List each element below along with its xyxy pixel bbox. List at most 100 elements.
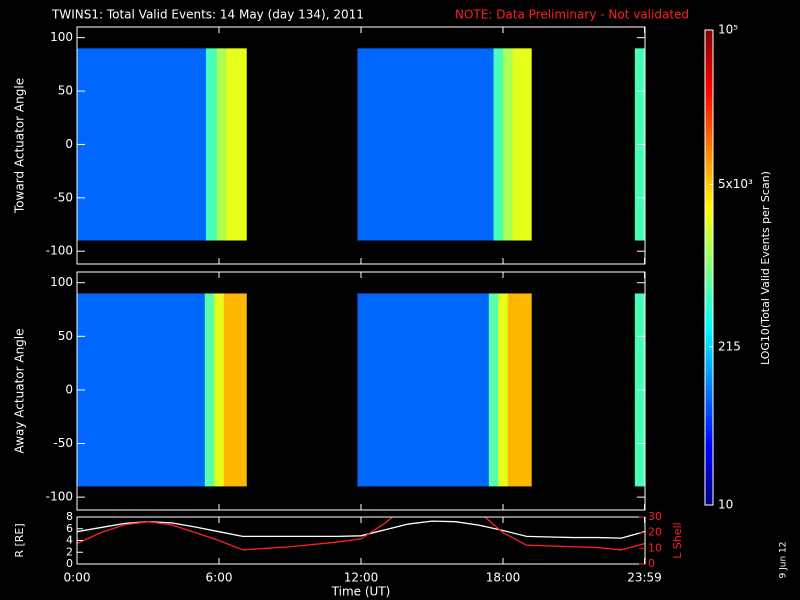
colorbar-swatch (705, 480, 713, 486)
colorbar-swatch (705, 315, 713, 321)
colorbar-swatch (705, 195, 713, 201)
y-tick-label: -50 (53, 190, 73, 204)
series-line (77, 520, 645, 539)
colorbar-swatch (705, 295, 713, 301)
colorbar-swatch (705, 445, 713, 451)
colorbar-swatch (705, 105, 713, 111)
heat-cell (214, 293, 225, 487)
y-axis-label: Toward Actuator Angle (13, 78, 27, 214)
y-tick-label: 6 (66, 522, 73, 535)
y-tick-label: -100 (46, 490, 73, 504)
colorbar-swatch (705, 285, 713, 291)
colorbar-swatch (705, 245, 713, 251)
y-tick-label: -50 (53, 436, 73, 450)
heat-cell (223, 293, 247, 487)
y-tick-label: 4 (66, 534, 73, 547)
heat-cell (216, 48, 227, 241)
colorbar-swatch (705, 380, 713, 386)
x-axis-label: Time (UT) (331, 585, 391, 599)
heat-cell (503, 48, 513, 241)
colorbar-swatch (705, 60, 713, 66)
colorbar-swatch (705, 175, 713, 181)
y-axis-label: R [RE] (13, 523, 26, 557)
colorbar-swatch (705, 220, 713, 226)
heat-cell (357, 293, 490, 487)
y-tick-label: 50 (58, 84, 73, 98)
heat-cell (77, 293, 206, 487)
colorbar-swatch (705, 235, 713, 241)
x-tick-label: 18:00 (486, 571, 521, 585)
colorbar-swatch (705, 330, 713, 336)
colorbar-swatch (705, 430, 713, 436)
colorbar-swatch (705, 95, 713, 101)
colorbar-swatch (705, 160, 713, 166)
colorbar-tick-label: 10⁵ (718, 23, 738, 37)
colorbar-swatch (705, 255, 713, 261)
colorbar-swatch (705, 50, 713, 56)
y2-tick-label: 20 (648, 526, 662, 539)
y2-tick-label: 30 (648, 510, 662, 523)
note: NOTE: Data Preliminary - Not validated (455, 8, 689, 22)
colorbar-swatch (705, 280, 713, 286)
colorbar-swatch (705, 340, 713, 346)
colorbar-swatch (705, 360, 713, 366)
heat-cell (498, 293, 509, 487)
colorbar-swatch (705, 180, 713, 186)
colorbar-swatch (705, 110, 713, 116)
colorbar-swatch (705, 475, 713, 481)
y-tick-label: 0 (66, 557, 73, 570)
colorbar-swatch (705, 355, 713, 361)
y2-tick-label: 10 (648, 541, 662, 554)
colorbar-swatch (705, 365, 713, 371)
colorbar-swatch (705, 265, 713, 271)
colorbar-swatch (705, 125, 713, 131)
heat-cell (488, 293, 499, 487)
colorbar-swatch (705, 425, 713, 431)
colorbar-swatch (705, 190, 713, 196)
colorbar-swatch (705, 400, 713, 406)
x-tick-label: 0:00 (64, 571, 91, 585)
series-line (77, 517, 394, 551)
colorbar-swatch (705, 410, 713, 416)
colorbar-swatch (705, 120, 713, 126)
colorbar-swatch (705, 90, 713, 96)
heat-cell (357, 48, 494, 241)
colorbar-swatch (705, 165, 713, 171)
y-tick-label: 0 (65, 382, 73, 396)
colorbar-swatch (705, 155, 713, 161)
colorbar-swatch (705, 30, 713, 36)
colorbar-swatch (705, 395, 713, 401)
heat-cell (512, 48, 532, 241)
colorbar-swatch (705, 320, 713, 326)
colorbar-swatch (705, 45, 713, 51)
heat-cell (507, 293, 532, 487)
colorbar-swatch (705, 490, 713, 496)
colorbar-swatch (705, 225, 713, 231)
colorbar-swatch (705, 415, 713, 421)
colorbar-swatch (705, 405, 713, 411)
colorbar-swatch (705, 370, 713, 376)
colorbar-swatch (705, 85, 713, 91)
colorbar-swatch (705, 55, 713, 61)
y-tick-label: 2 (66, 545, 73, 558)
colorbar-swatch (705, 250, 713, 256)
colorbar-swatch (705, 35, 713, 41)
colorbar-swatch (705, 80, 713, 86)
colorbar-swatch (705, 345, 713, 351)
colorbar-tick-label: 5x10³ (718, 177, 753, 191)
colorbar-swatch (705, 130, 713, 136)
y-axis-label: Away Actuator Angle (13, 328, 27, 453)
colorbar-swatch (705, 420, 713, 426)
colorbar-swatch (705, 100, 713, 106)
colorbar-swatch (705, 375, 713, 381)
colorbar-swatch (705, 290, 713, 296)
colorbar-swatch (705, 500, 713, 506)
y-tick-label: 100 (50, 30, 73, 44)
colorbar-swatch (705, 65, 713, 71)
y2-axis-label: L Shell (671, 522, 684, 558)
colorbar-swatch (705, 240, 713, 246)
date-label: 9 Jun 12 (779, 542, 789, 579)
colorbar-swatch (705, 205, 713, 211)
heat-cell (77, 48, 207, 241)
chart-title: TWINS1: Total Valid Events: 14 May (day … (51, 8, 364, 22)
